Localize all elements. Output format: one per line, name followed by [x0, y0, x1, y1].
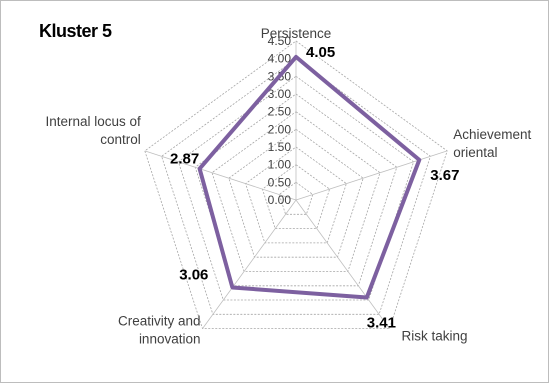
radar-spokes [144, 41, 448, 329]
radial-tick-label: 1.50 [268, 140, 292, 154]
radar-spoke [295, 150, 448, 201]
data-labels: 4.05 3.67 3.41 3.06 2.87 [170, 44, 460, 332]
data-label: 3.41 [367, 315, 396, 332]
chart-title: Kluster 5 [39, 21, 112, 41]
radial-tick-label: 1.00 [268, 158, 292, 172]
category-label: Risk taking [402, 329, 468, 344]
data-label: 3.06 [179, 267, 208, 284]
grid-ring [245, 146, 347, 244]
grid-ring [211, 111, 381, 272]
radial-tick-label: 3.00 [268, 87, 292, 101]
grid-ring [261, 164, 331, 230]
series-line [197, 54, 422, 300]
category-labels: Persistence Achievement oriental Risk takin… [45, 26, 531, 347]
radial-tick-labels: 0.000.501.001.502.002.503.003.504.004.50 [268, 34, 292, 207]
grid-ring [228, 128, 364, 258]
radial-tick-label: 2.00 [268, 122, 292, 136]
radial-tick-label: 4.00 [268, 52, 292, 66]
category-label: Internal locus of control [45, 114, 141, 147]
radial-tick-label: 2.50 [268, 105, 292, 119]
grid-ring [177, 75, 415, 301]
data-label: 4.05 [306, 44, 335, 61]
category-label: Persistence [261, 26, 332, 41]
grid-ring [144, 40, 448, 330]
data-label: 3.67 [430, 167, 459, 184]
category-label: Achievement oriental [453, 127, 531, 160]
radar-spoke [295, 199, 390, 329]
radial-tick-label: 4.50 [268, 34, 292, 48]
category-label: Creativity and innovation [118, 314, 201, 347]
data-label: 2.87 [170, 151, 199, 168]
radar-spoke [144, 150, 297, 201]
radial-tick-label: 0.00 [268, 193, 292, 207]
radial-tick-label: 0.50 [268, 175, 292, 189]
series-layer [197, 54, 422, 300]
radar-spoke [202, 199, 297, 329]
grid-ring [161, 58, 431, 315]
